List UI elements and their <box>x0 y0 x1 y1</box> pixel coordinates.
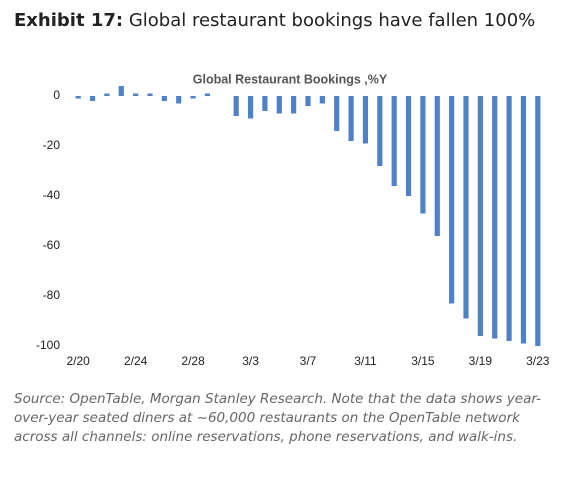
x-tick-label: 2/24 <box>124 354 148 368</box>
x-tick-label: 2/20 <box>67 354 91 368</box>
x-tick-label: 3/15 <box>411 354 435 368</box>
chart: Global Restaurant Bookings ,%Y 0 -20 -40 -6… <box>36 72 550 368</box>
bar <box>391 96 397 186</box>
bar <box>89 96 96 101</box>
bar <box>161 96 167 101</box>
bar <box>520 96 527 344</box>
bar <box>506 96 512 341</box>
chart-title: Global Restaurant Bookings ,%Y <box>193 72 388 86</box>
x-tick-label: 3/3 <box>242 354 259 368</box>
bar <box>405 96 412 196</box>
exhibit-label: Exhibit 17: <box>14 10 124 31</box>
bar <box>377 96 383 166</box>
x-tick-label: 3/11 <box>354 354 377 368</box>
bar <box>262 96 268 111</box>
bar <box>75 96 81 99</box>
bar <box>190 96 196 99</box>
y-tick-label: 0 <box>53 88 60 102</box>
y-tick-label: -100 <box>36 338 60 352</box>
source-note: Source: OpenTable, Morgan Stanley Resear… <box>14 391 542 445</box>
bar <box>233 96 239 116</box>
y-tick-label: -80 <box>43 288 61 302</box>
heading-title: Global restaurant bookings have fallen 1… <box>128 10 536 31</box>
bar <box>492 96 498 339</box>
bar <box>118 86 124 96</box>
bar <box>291 96 297 114</box>
bar <box>434 96 440 236</box>
bar <box>463 96 469 319</box>
x-tick-label: 2/28 <box>181 354 205 368</box>
bar <box>176 96 182 104</box>
bar <box>449 96 455 304</box>
bar <box>334 96 340 131</box>
bar <box>535 96 541 346</box>
x-tick-label: 3/19 <box>469 354 493 368</box>
bar <box>362 96 369 144</box>
bar <box>348 96 354 141</box>
bar <box>477 96 483 336</box>
y-tick-label: -20 <box>43 138 61 152</box>
bar <box>276 96 282 114</box>
x-tick-label: 3/7 <box>300 354 317 368</box>
bar <box>305 96 311 106</box>
bar <box>104 93 110 96</box>
y-tick-label: -60 <box>43 238 61 252</box>
bar <box>247 96 254 119</box>
bar <box>133 93 139 96</box>
bar <box>319 96 325 104</box>
bar <box>147 93 153 96</box>
bar <box>420 96 426 214</box>
heading: Exhibit 17: Global restaurant bookings h… <box>14 10 535 31</box>
y-tick-label: -40 <box>43 188 61 202</box>
bar <box>204 93 211 96</box>
x-tick-label: 3/23 <box>526 354 550 368</box>
